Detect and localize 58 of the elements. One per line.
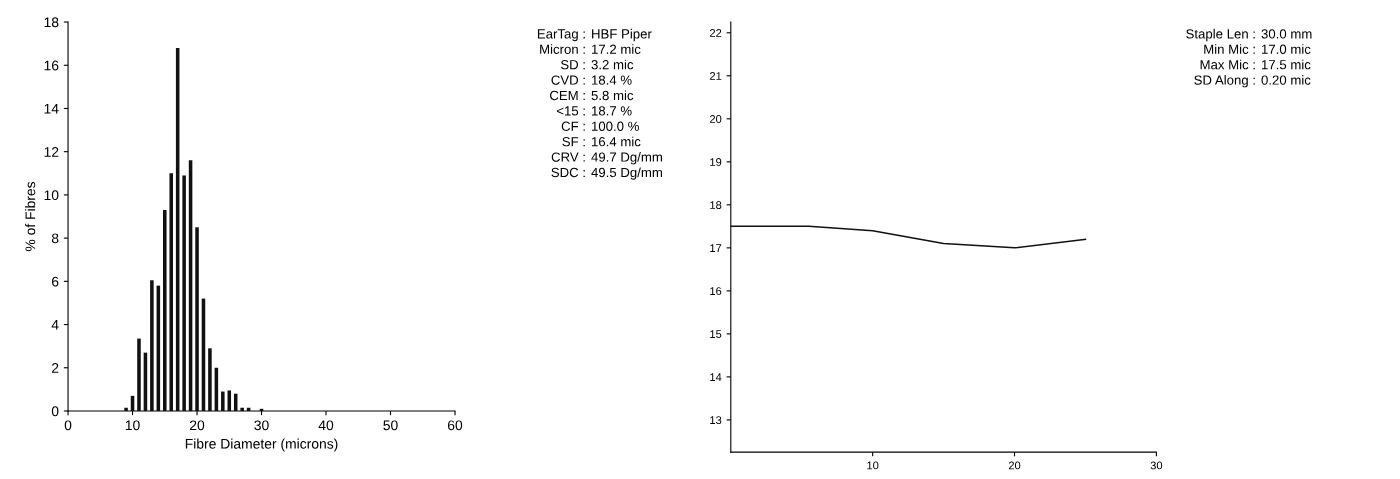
text: <15 : 18.7 % — [556, 106, 632, 116]
bar — [163, 210, 167, 411]
text: CEM : 5.8 mic — [550, 90, 634, 101]
y-tick-label: 8 — [51, 233, 59, 244]
y-tick-label: 20 — [709, 115, 722, 123]
text: Staple Len : 30.0 mm — [1186, 28, 1312, 42]
x-tick-label: 60 — [447, 420, 463, 431]
y-tick-label: 18 — [44, 17, 59, 28]
y-axis-title: % of Fibres — [25, 181, 36, 252]
y-tick-label: 13 — [710, 416, 722, 425]
text: SD : 3.2 mic — [560, 59, 634, 70]
bar — [169, 173, 173, 411]
bar — [208, 348, 212, 411]
bar — [124, 407, 128, 411]
x-tick-label: 30 — [254, 420, 269, 431]
bar — [240, 407, 244, 411]
line-series — [730, 225, 1087, 249]
text: Micron : 17.2 mic — [540, 44, 641, 54]
y-tick-label: 19 — [710, 158, 722, 166]
text: Min Mic : 17.0 mic — [1204, 44, 1311, 54]
x-tick-label: 40 — [318, 420, 334, 431]
x-tick-label: 10 — [867, 461, 879, 470]
y-tick-label: 16 — [44, 60, 59, 71]
x-tick-label: 0 — [64, 420, 72, 431]
text: SF : 16.4 mic — [562, 136, 641, 147]
y-tick-label: 18 — [710, 201, 722, 209]
text: SD Along : 0.20 mic — [1194, 75, 1311, 88]
y-tick-label: 14 — [710, 373, 722, 381]
x-tick-label: 20 — [190, 420, 205, 431]
bar — [182, 175, 186, 411]
bar — [150, 280, 154, 411]
text: CVD : 18.4 % — [551, 75, 632, 85]
text: CF : 100.0 % — [561, 121, 639, 131]
bar — [195, 227, 199, 411]
y-tick-label: 22 — [709, 29, 722, 37]
y-tick-label: 21 — [709, 72, 722, 80]
y-tick-label: 6 — [51, 276, 59, 287]
x-tick-label: 50 — [383, 420, 398, 431]
y-tick-label: 2 — [51, 363, 59, 373]
text: SDC : 49.5 Dg/mm — [551, 167, 662, 180]
x-tick-label: 20 — [1008, 461, 1021, 470]
bar — [221, 391, 225, 411]
y-tick-label: 17 — [710, 244, 722, 252]
y-tick-label: 10 — [44, 190, 59, 201]
y-tick-label: 14 — [44, 103, 59, 114]
y-tick-label: 15 — [710, 330, 722, 339]
text: EarTag : HBF Piper — [537, 28, 652, 42]
y-tick-label: 12 — [44, 147, 59, 157]
y-tick-label: 0 — [51, 406, 59, 417]
x-tick-label: 10 — [125, 420, 140, 431]
bar — [227, 390, 232, 411]
y-tick-label: 4 — [51, 320, 59, 330]
text: Max Mic : 17.5 mic — [1200, 59, 1311, 70]
x-axis-title: Fibre Diameter (microns) — [185, 438, 338, 452]
x-tick-label: 30 — [1150, 461, 1163, 470]
y-tick-label: 16 — [710, 287, 722, 296]
bar — [137, 338, 141, 411]
text: CRV : 49.7 Dg/mm — [551, 152, 662, 165]
